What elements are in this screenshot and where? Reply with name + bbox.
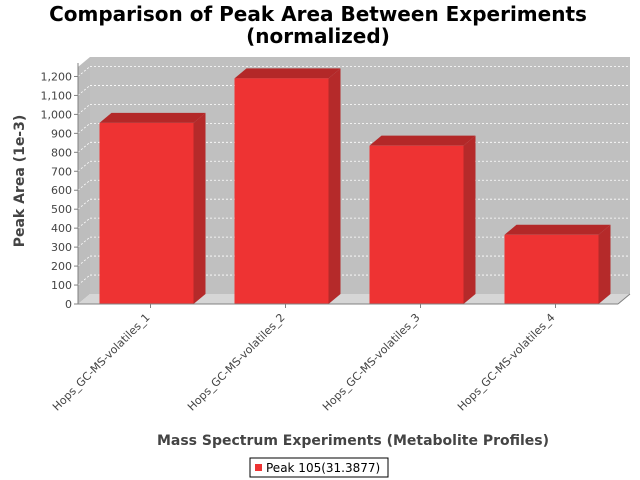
y-tick-label: 1,000 — [41, 108, 73, 121]
plot-floor — [78, 294, 630, 304]
bar-top — [99, 112, 206, 123]
gridline-side — [77, 85, 91, 96]
legend-box — [249, 457, 389, 478]
gridline-side — [77, 160, 91, 172]
plot-back-wall — [90, 57, 630, 294]
y-tick-label: 400 — [51, 222, 72, 235]
legend: Peak 105(31.3877) — [249, 457, 389, 478]
x-axis: Hops_GC-MS-volatiles_1 Hops_GC-MS-volatil… — [50, 293, 631, 414]
plot-area — [78, 57, 630, 304]
bar-front — [369, 145, 464, 304]
bar-top — [504, 224, 611, 235]
chart-subtitle: (normalized) — [246, 24, 390, 48]
plot-left-wall — [78, 57, 90, 304]
bars — [99, 68, 611, 304]
legend-swatch — [255, 464, 262, 471]
x-tick-label: Hops_GC-MS-volatiles_1 — [50, 311, 153, 414]
gridline-side — [77, 274, 91, 286]
y-tick-label: 900 — [51, 127, 72, 140]
y-axis: 0 100 200 300 400 500 600 700 800 900 1,000 1,100 1,… — [41, 63, 79, 311]
y-tick-label: 300 — [51, 241, 72, 254]
y-axis-label: Peak Area (1e-3) — [12, 115, 28, 248]
bar-front — [234, 78, 329, 304]
x-axis-label: Mass Spectrum Experiments (Metabolite Pr… — [157, 433, 549, 449]
y-tick-label: 500 — [51, 203, 72, 216]
bar-side — [463, 135, 476, 304]
gridline-side — [77, 217, 91, 229]
bar-front — [99, 122, 194, 304]
gridline-side — [77, 255, 91, 267]
bar-front — [504, 234, 599, 304]
x-tick-label: Hops_GC-MS-volatiles_4 — [455, 311, 558, 414]
y-tick-label: 0 — [65, 298, 72, 311]
x-tick-label: Hops_GC-MS-volatiles_3 — [320, 311, 423, 414]
gridline-side — [77, 179, 91, 191]
chart-title: Comparison of Peak Area Between Experime… — [49, 2, 587, 26]
bar-top — [369, 135, 476, 146]
bar-side — [598, 224, 611, 304]
y-tick-label: 800 — [51, 146, 72, 159]
gridline-side — [77, 123, 91, 134]
x-tick-label: Hops_GC-MS-volatiles_2 — [185, 311, 288, 414]
y-tick-label: 700 — [51, 165, 72, 178]
gridline-side — [77, 198, 91, 210]
y-tick-label: 600 — [51, 184, 72, 197]
gridline-side — [77, 66, 91, 77]
bar-top — [234, 68, 341, 79]
gridline-side — [77, 142, 91, 153]
bar — [369, 135, 476, 304]
y-tick-label: 1,200 — [41, 70, 73, 83]
x-axis-depth-line — [617, 293, 631, 305]
bar-side — [193, 112, 206, 304]
y-tick-label: 100 — [51, 279, 72, 292]
y-tick-label: 1,100 — [41, 89, 73, 102]
bar — [504, 224, 611, 304]
bar-side — [328, 68, 341, 304]
bar — [234, 68, 341, 304]
legend-entry: Peak 105(31.3877) — [266, 461, 380, 475]
y-tick-label: 200 — [51, 260, 72, 273]
gridline-side — [77, 104, 91, 115]
bar — [99, 112, 206, 304]
gridline-side — [77, 236, 91, 248]
